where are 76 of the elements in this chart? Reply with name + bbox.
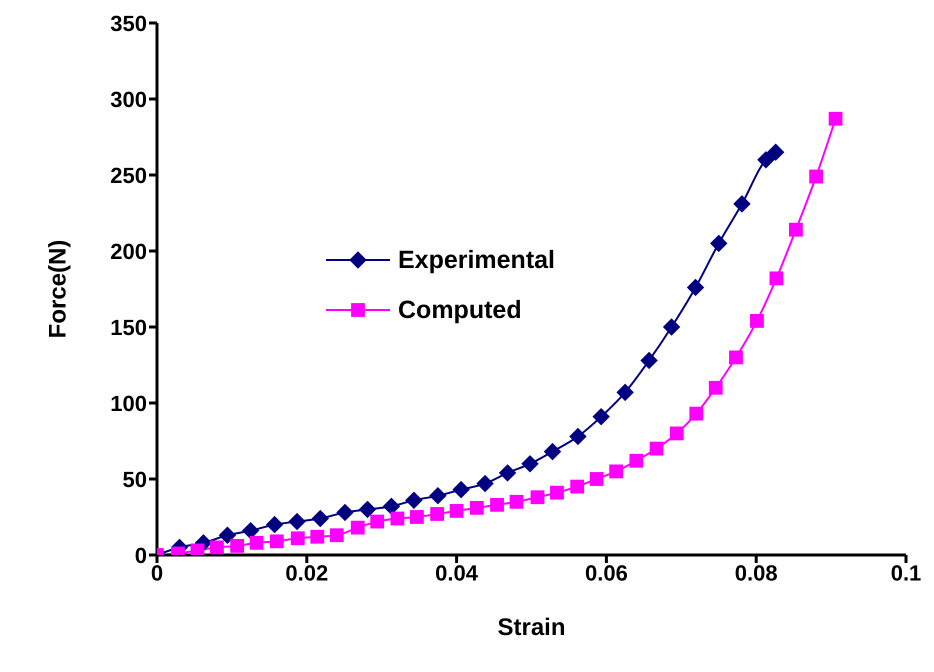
- point: [530, 490, 544, 504]
- point: [382, 498, 400, 515]
- point: [336, 504, 354, 521]
- point: [270, 534, 284, 548]
- point: [350, 520, 365, 535]
- point: [590, 472, 604, 486]
- y-tick-label: 0: [134, 542, 147, 568]
- point: [592, 408, 610, 426]
- x-axis-title: Strain: [497, 614, 566, 641]
- point: [544, 443, 561, 460]
- y-tick-label: 300: [110, 86, 147, 112]
- point: [470, 500, 484, 515]
- point: [190, 544, 204, 555]
- point: [266, 516, 284, 534]
- point: [788, 222, 803, 237]
- point: [570, 480, 584, 494]
- y-tick-label: 250: [110, 162, 147, 188]
- point: [757, 151, 774, 168]
- y-tick-label: 150: [110, 314, 147, 340]
- x-tick-label: 0.06: [584, 560, 628, 586]
- point: [242, 522, 260, 540]
- point: [390, 512, 404, 526]
- x-tick-label: 0.02: [285, 560, 328, 586]
- point: [452, 481, 470, 498]
- x-tick-label: 0: [150, 560, 164, 586]
- point: [310, 530, 324, 544]
- point: [569, 428, 586, 445]
- x-tick-label: 0.1: [890, 560, 922, 586]
- point: [410, 510, 424, 524]
- point: [828, 112, 842, 126]
- legend-label: Computed: [398, 296, 522, 324]
- point: [750, 314, 764, 328]
- point: [490, 498, 504, 512]
- point: [405, 492, 422, 509]
- point: [429, 487, 446, 504]
- point: [312, 510, 329, 528]
- point: [370, 514, 384, 528]
- point: [809, 170, 824, 184]
- point: [288, 513, 306, 530]
- point: [687, 278, 704, 296]
- point: [663, 318, 680, 336]
- point: [733, 195, 750, 212]
- point: [767, 144, 784, 161]
- point: [250, 536, 264, 550]
- point: [729, 350, 743, 364]
- point: [476, 475, 494, 492]
- y-tick-label: 100: [110, 390, 147, 416]
- point: [430, 507, 444, 521]
- point: [629, 454, 644, 468]
- point: [330, 528, 344, 542]
- point: [210, 540, 224, 554]
- point: [499, 464, 516, 482]
- point: [522, 455, 538, 472]
- point: [230, 538, 244, 553]
- y-axis-title: Force(N): [44, 240, 72, 338]
- point: [689, 406, 704, 421]
- point: [218, 526, 236, 544]
- x-tick-label: 0.04: [435, 560, 479, 586]
- y-tick-label: 350: [110, 10, 147, 36]
- point: [770, 271, 784, 286]
- point: [609, 464, 624, 478]
- point: [708, 380, 723, 395]
- y-tick-label: 200: [110, 238, 147, 264]
- legend-label: Experimental: [398, 246, 556, 274]
- point: [650, 442, 664, 456]
- point: [670, 426, 684, 440]
- point: [290, 531, 305, 546]
- point: [358, 500, 376, 518]
- point: [616, 384, 634, 401]
- point: [450, 504, 464, 518]
- point: [640, 352, 658, 369]
- point: [710, 234, 728, 252]
- y-tick-label: 50: [122, 466, 147, 492]
- point: [550, 486, 564, 500]
- x-tick-label: 0.08: [734, 560, 778, 586]
- point: [510, 494, 524, 509]
